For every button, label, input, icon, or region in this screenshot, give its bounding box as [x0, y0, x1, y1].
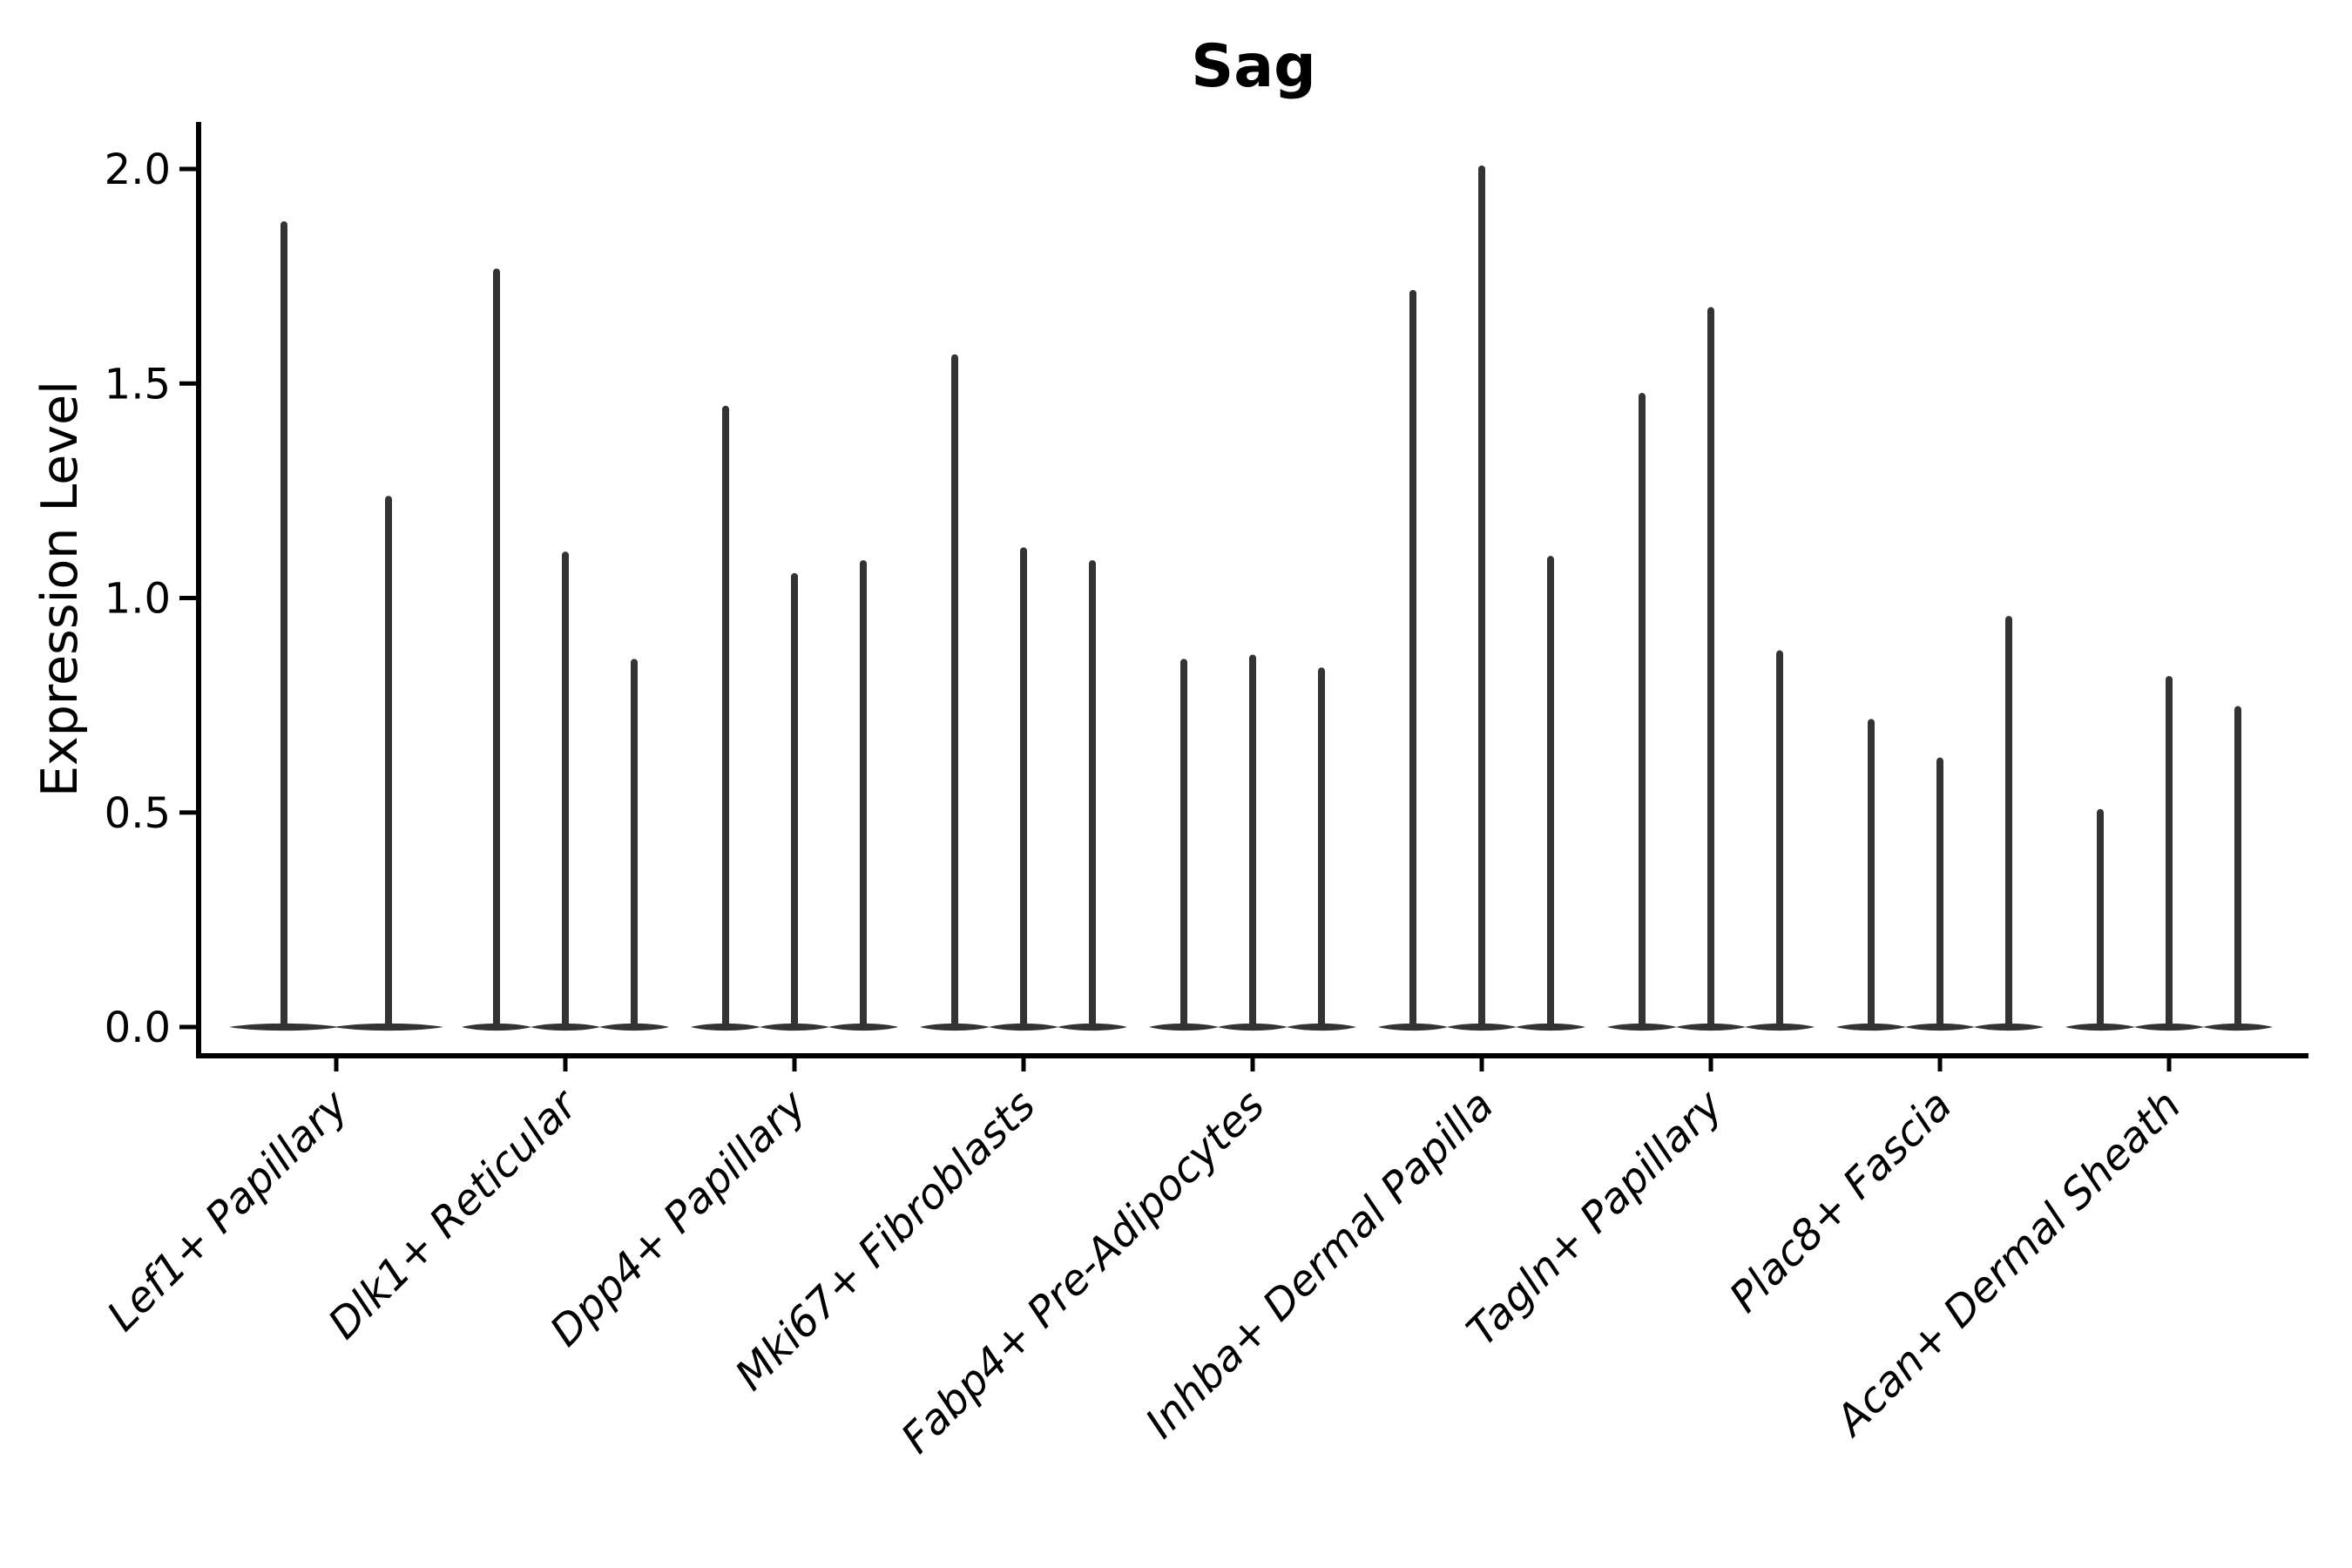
x-tick-label: Dpp4+ Papillary: [541, 1080, 816, 1355]
violin: [760, 572, 829, 1031]
y-ticks-layer: 0.0 0.5 1.0 1.5 2.0: [105, 145, 199, 1052]
y-tick-label: 1.0: [105, 575, 171, 624]
violin: [1218, 654, 1288, 1031]
violin: [1974, 616, 2044, 1031]
violin: [1745, 650, 1815, 1031]
violin: [1058, 560, 1127, 1031]
violin: [828, 560, 898, 1031]
chart-title: Sag: [1191, 32, 1316, 101]
violin: [1607, 393, 1677, 1031]
y-tick-label: 1.5: [105, 360, 171, 409]
x-tick-label: Plac8+ Fascia: [1720, 1081, 1962, 1322]
violin: [1516, 556, 1585, 1031]
violin: [462, 268, 531, 1031]
violin: [1676, 307, 1746, 1031]
x-tick-label: Fabp4+ Pre-Adipocytes: [892, 1081, 1274, 1463]
violin: [1287, 667, 1356, 1031]
violin: [1378, 289, 1448, 1031]
violin: [1836, 719, 1906, 1031]
violin: [334, 496, 443, 1031]
violin: [229, 221, 339, 1031]
violin: [691, 405, 760, 1031]
violin: [2203, 706, 2273, 1031]
y-axis-label: Expression Level: [31, 381, 89, 797]
x-tick-label: Tagln+ Papillary: [1457, 1080, 1733, 1355]
x-ticks-layer: [334, 1056, 2172, 1071]
violin: [1149, 659, 1219, 1031]
y-tick-label: 2.0: [105, 145, 171, 194]
violin: [599, 659, 669, 1031]
violins-layer: [229, 166, 2273, 1031]
violin: [1447, 166, 1517, 1031]
violin: [2134, 676, 2204, 1031]
violin: [1905, 757, 1975, 1031]
y-tick-label: 0.0: [105, 1004, 171, 1052]
x-tick-label: Lef1+ Papillary: [98, 1080, 358, 1341]
violin: [920, 354, 990, 1031]
violin: [2065, 808, 2135, 1031]
violin: [989, 547, 1058, 1031]
y-tick-label: 0.5: [105, 789, 171, 838]
x-tick-label: Dlk1+ Reticular: [319, 1079, 589, 1349]
violin: [531, 551, 600, 1031]
